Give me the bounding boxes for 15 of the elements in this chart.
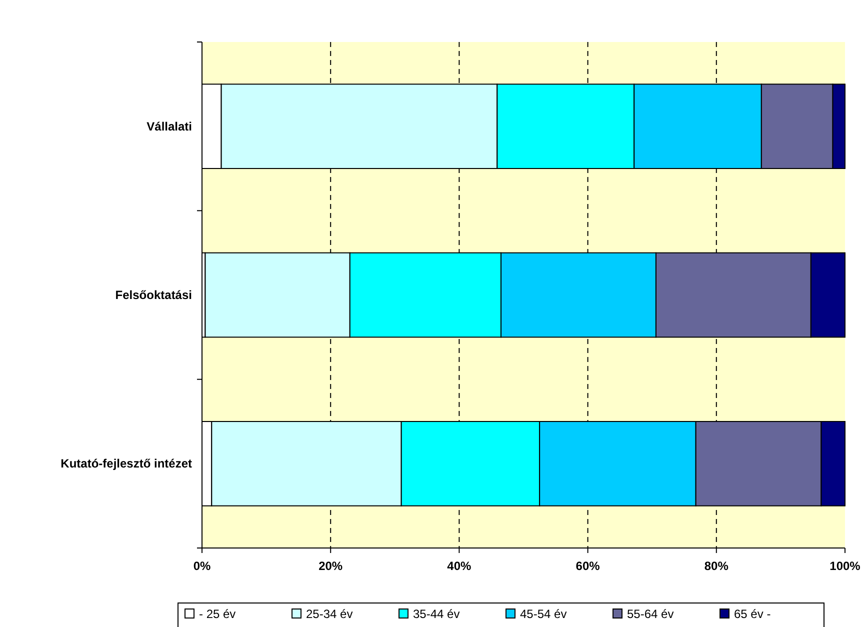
legend-label: 35-44 év: [413, 607, 460, 621]
y-tick-label: Felsőoktatási: [115, 288, 192, 302]
x-tick-label: 100%: [830, 559, 861, 573]
x-tick-label: 20%: [318, 559, 343, 573]
y-tick-label: Vállalati: [146, 119, 192, 134]
legend-label: 45-54 év: [520, 607, 567, 621]
y-tick-label: Kutató-fejlesztő intézet: [60, 456, 192, 471]
legend-label: 65 év -: [734, 607, 771, 621]
x-tick-label: 80%: [704, 559, 729, 573]
legend-label: - 25 év: [199, 607, 236, 621]
x-tick-label: 40%: [447, 559, 472, 573]
legend-label: 55-64 év: [627, 607, 674, 621]
x-tick-label: 0%: [193, 559, 211, 573]
x-tick-label: 60%: [576, 559, 600, 573]
legend-label: 25-34 év: [306, 607, 353, 621]
